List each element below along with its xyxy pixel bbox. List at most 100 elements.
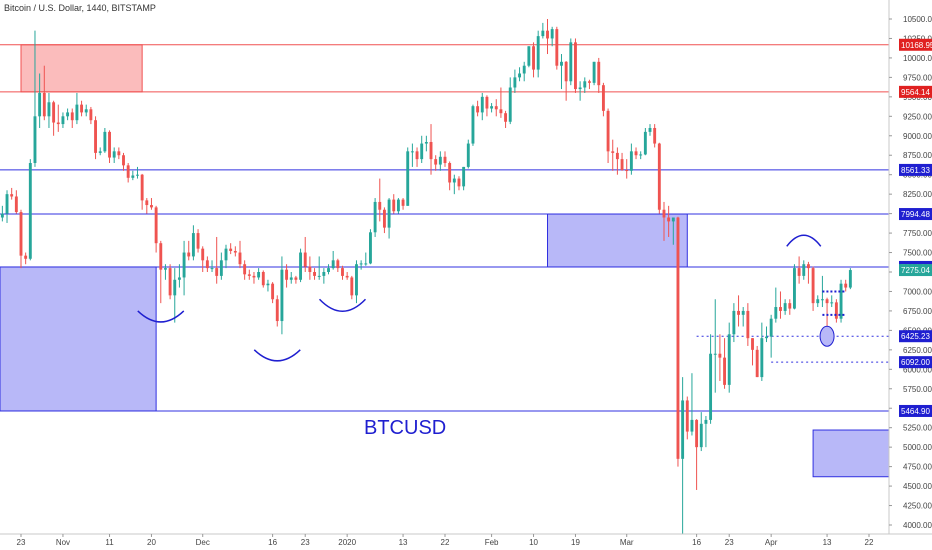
candle-body: [126, 165, 130, 178]
candle-body: [201, 248, 205, 261]
zone-box-blue-2: [0, 266, 157, 412]
candle-body: [597, 61, 601, 86]
candle-body: [532, 46, 535, 70]
candle-body: [583, 81, 587, 88]
candle-2020-01-24: [452, 174, 456, 195]
candle-2019-12-25: [313, 268, 316, 280]
candle-body: [769, 318, 773, 337]
candle-body: [457, 178, 461, 187]
candle-body: [820, 299, 824, 301]
candle-2020-03-22: [723, 338, 727, 389]
candle-body: [522, 65, 526, 74]
time-axis[interactable]: 23 Nov 11 20 Dec 16 23 2020 13 22 Feb 10 19 Mar 16 23 Ap…: [17, 534, 874, 547]
candle-2019-11-02: [66, 108, 70, 121]
candle-2020-01-14: [406, 147, 410, 206]
resistance-arc: [786, 234, 822, 247]
candle-body: [541, 30, 545, 37]
candle-2019-10-30: [52, 100, 56, 136]
price-tag-5464.90: 5464.90: [901, 407, 930, 416]
price-tick-label: 6000.00: [903, 365, 932, 374]
candle-2020-04-04: [783, 299, 787, 315]
candle-body: [765, 336, 768, 339]
candle-2019-12-14: [261, 270, 265, 288]
candle-body: [327, 268, 330, 272]
time-tick-label: Apr: [765, 538, 778, 547]
candle-body: [648, 127, 652, 132]
candle-body: [438, 156, 442, 165]
price-tag-10168.95-bg: [899, 38, 932, 51]
time-tick-label: Nov: [56, 538, 70, 547]
candle-2020-02-21: [583, 77, 587, 93]
candle-2020-03-17: [699, 412, 703, 452]
candle-body: [606, 110, 610, 152]
candle-2020-02-17: [564, 61, 568, 101]
candle-2020-02-14: [550, 26, 554, 47]
candle-2019-11-25: [173, 268, 177, 323]
candle-2020-03-02: [629, 143, 633, 175]
time-tick-label: Dec: [196, 538, 210, 547]
time-tick-label: 22: [865, 538, 874, 547]
price-tick-label: 4750.00: [903, 463, 932, 472]
candle-2019-12-24: [308, 256, 312, 280]
candle-body: [0, 213, 4, 218]
candle-body: [839, 283, 843, 319]
candle-2019-10-23: [19, 209, 23, 269]
price-tick-label: 5750.00: [903, 385, 932, 394]
candle-body: [569, 42, 573, 82]
candle-body: [751, 338, 754, 350]
candle-body: [718, 353, 722, 358]
candle-2019-11-23: [163, 264, 167, 280]
candle-body: [662, 209, 666, 218]
candle-2020-02-20: [578, 81, 582, 101]
candle-2020-04-17: [844, 279, 848, 292]
candle-2020-01-04: [359, 260, 363, 270]
candle-2020-01-06: [369, 229, 372, 265]
candle-2020-03-31: [765, 326, 768, 343]
time-tick-label: Feb: [485, 538, 499, 547]
time-tick-label: 23: [301, 538, 310, 547]
candle-body: [191, 233, 195, 257]
candle-2020-01-18: [424, 135, 428, 152]
candle-2020-03-18: [704, 416, 708, 448]
candle-body: [373, 201, 377, 233]
candle-2019-12-22: [299, 248, 303, 283]
support-arc-1: [137, 310, 185, 323]
candle-2020-03-07: [653, 124, 657, 148]
candle-body: [364, 263, 368, 265]
target-circle: [819, 325, 835, 347]
candle-2020-02-16: [560, 54, 563, 90]
candle-2020-04-02: [774, 287, 778, 323]
candle-2019-12-04: [215, 236, 219, 284]
candle-body: [695, 419, 699, 448]
price-tick-label: 6250.00: [903, 346, 932, 355]
candle-2019-11-12: [112, 147, 116, 164]
candle-body: [401, 199, 405, 206]
candle-2020-02-04: [504, 110, 508, 128]
candle-body: [345, 275, 349, 278]
time-tick-label: 10: [529, 538, 538, 547]
candle-body: [578, 87, 582, 90]
candle-2020-03-04: [639, 151, 643, 160]
candle-body: [774, 307, 778, 319]
candle-2019-10-20: [5, 190, 9, 223]
candle-body: [80, 104, 84, 113]
candle-2019-10-27: [38, 73, 42, 128]
candle-2020-03-26: [741, 307, 745, 327]
candle-2020-04-05: [788, 299, 792, 315]
candle-body: [667, 217, 671, 222]
candle-2020-04-09: [806, 261, 810, 284]
price-tag-6092.00: 6092.00: [901, 358, 930, 367]
candle-body: [443, 156, 447, 164]
candle-2020-03-24: [732, 303, 736, 343]
candle-body: [280, 269, 284, 322]
candle-body: [420, 143, 424, 160]
candle-2020-02-23: [592, 61, 596, 86]
candle-body: [494, 106, 498, 110]
candle-2020-01-28: [471, 104, 475, 146]
candle-2020-01-15: [410, 143, 414, 167]
candle-2019-11-10: [103, 127, 107, 153]
candle-body: [466, 143, 470, 167]
candle-body: [396, 199, 400, 212]
candle-2019-10-26: [33, 30, 37, 167]
